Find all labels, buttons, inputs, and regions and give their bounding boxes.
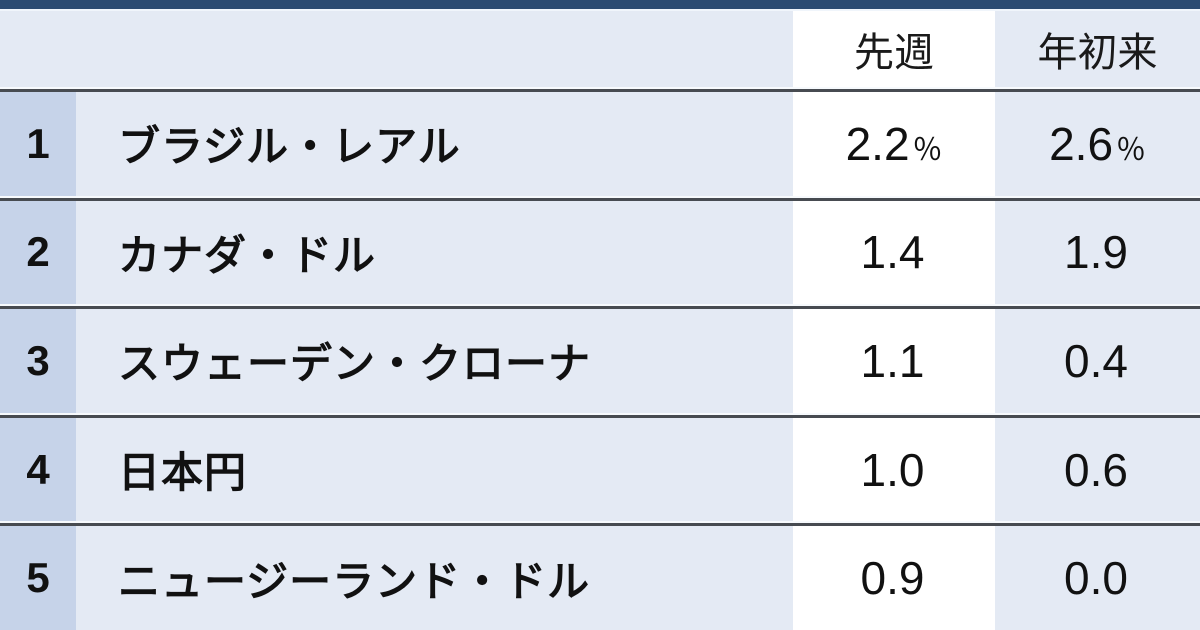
row-separator bbox=[0, 304, 1200, 310]
currency-name: ブラジル・レアル bbox=[118, 123, 461, 171]
value-number: 0.4 bbox=[1064, 334, 1128, 387]
rank-cell: 5 bbox=[0, 526, 76, 630]
column-header-last-week: 先週 bbox=[854, 31, 934, 75]
table-row: 1 ブラジル・レアル 2.2 ％ 2.6 ％ bbox=[0, 92, 1200, 196]
percent-unit: ％ bbox=[1116, 133, 1146, 167]
value-number: 1.0 bbox=[860, 443, 925, 496]
rank-cell: 4 bbox=[0, 417, 76, 522]
rank-cell: 1 bbox=[0, 92, 76, 196]
value-number: 2.2 bbox=[845, 117, 910, 170]
table-row: 4 日本円 1.0 0.6 bbox=[0, 417, 1200, 522]
row-separator bbox=[0, 521, 1200, 527]
table-header-row: 先週 年初来 bbox=[0, 11, 1200, 87]
value-number: 0.0 bbox=[1064, 552, 1128, 605]
currency-name: カナダ・ドル bbox=[118, 231, 377, 279]
rank-cell: 3 bbox=[0, 309, 76, 413]
top-accent-bar bbox=[0, 0, 1200, 9]
last-week-value: 2.2 ％ bbox=[793, 92, 995, 196]
last-week-value: 1.0 bbox=[793, 418, 995, 522]
table-row: 3 スウェーデン・クローナ 1.1 0.4 bbox=[0, 309, 1200, 413]
row-separator bbox=[0, 87, 1200, 92]
last-week-value: 1.1 bbox=[793, 309, 995, 413]
value-number: 1.4 bbox=[860, 226, 925, 279]
header-spacer bbox=[0, 11, 793, 87]
value-number: 1.1 bbox=[860, 334, 925, 387]
ytd-value: 0.0 bbox=[995, 526, 1200, 630]
column-header-ytd: 年初来 bbox=[1037, 31, 1158, 75]
percent-unit: ％ bbox=[912, 133, 943, 167]
row-separator bbox=[0, 412, 1200, 418]
currency-name: ニュージーランド・ドル bbox=[118, 557, 591, 605]
value-number: 0.9 bbox=[860, 552, 925, 605]
ytd-value: 2.6 ％ bbox=[995, 92, 1200, 196]
row-separator bbox=[0, 195, 1200, 201]
currency-name: スウェーデン・クローナ bbox=[118, 340, 592, 388]
rank-cell: 2 bbox=[0, 200, 76, 305]
ytd-value: 0.4 bbox=[995, 309, 1200, 413]
value-number: 2.6 bbox=[1049, 117, 1114, 170]
ytd-value: 0.6 bbox=[995, 418, 1200, 522]
last-week-value: 1.4 bbox=[793, 201, 995, 305]
top-accent-underline bbox=[0, 9, 1200, 11]
value-number: 0.6 bbox=[1064, 443, 1128, 496]
last-week-column-highlight bbox=[793, 9, 995, 630]
table-row: 2 カナダ・ドル 1.4 1.9 bbox=[0, 200, 1200, 305]
currency-name: 日本円 bbox=[118, 449, 248, 497]
ytd-value: 1.9 bbox=[995, 201, 1200, 305]
table-row: 5 ニュージーランド・ドル 0.9 0.0 bbox=[0, 526, 1200, 630]
value-number: 1.9 bbox=[1064, 226, 1128, 279]
last-week-value: 0.9 bbox=[793, 526, 995, 630]
